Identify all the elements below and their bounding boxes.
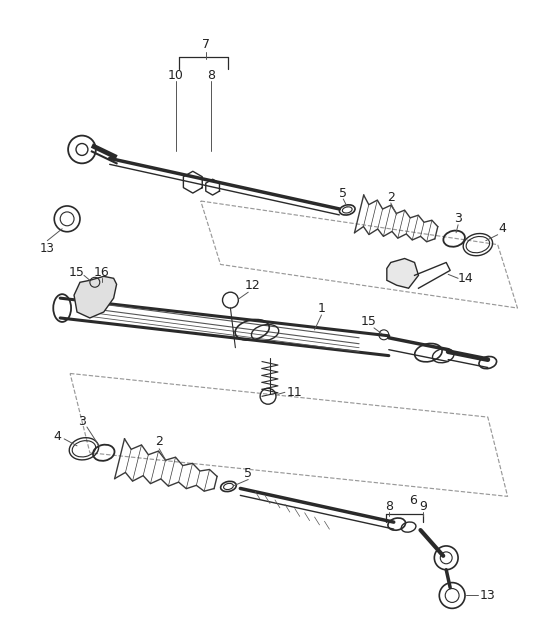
Text: 7: 7 [202,38,210,51]
Text: 4: 4 [499,222,506,236]
Text: 3: 3 [78,414,86,428]
Text: 10: 10 [168,68,184,82]
Text: 15: 15 [69,266,85,279]
Text: 5: 5 [340,187,347,200]
Text: 6: 6 [410,494,417,507]
Text: 11: 11 [287,386,302,399]
Polygon shape [387,259,419,288]
Text: 1: 1 [318,301,325,315]
Text: 8: 8 [385,500,393,513]
Text: 9: 9 [420,500,427,513]
Text: 13: 13 [480,589,495,602]
Text: 2: 2 [387,190,395,203]
Text: 2: 2 [155,435,163,448]
Text: 4: 4 [53,430,61,443]
Text: 15: 15 [361,315,377,328]
Text: 12: 12 [244,279,260,292]
Text: 3: 3 [454,212,462,225]
Text: 5: 5 [244,467,252,480]
Text: 16: 16 [94,266,110,279]
Text: 14: 14 [458,272,474,285]
Text: 13: 13 [40,242,54,255]
Text: 8: 8 [207,68,215,82]
Polygon shape [74,276,117,318]
